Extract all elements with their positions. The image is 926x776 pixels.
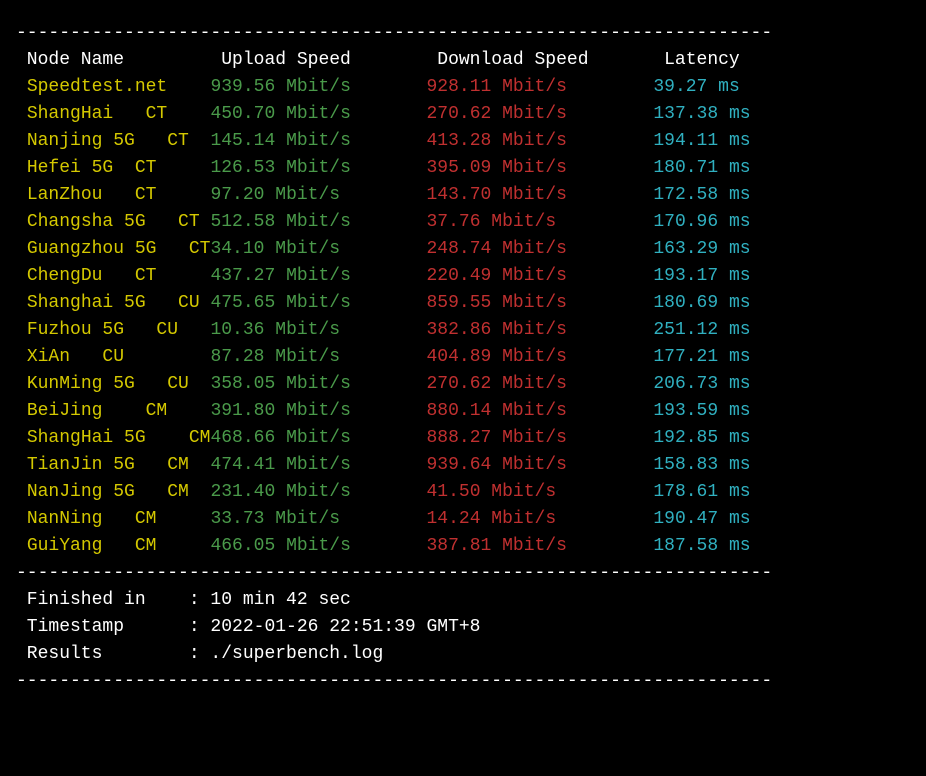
latency: 137.38 ms: [653, 104, 750, 124]
download-speed: 387.81 Mbit/s: [427, 536, 654, 556]
latency: 172.58 ms: [653, 185, 750, 205]
speed-row: KunMing 5G CU 358.05 Mbit/s 270.62 Mbit/…: [16, 374, 751, 394]
latency: 180.71 ms: [653, 158, 750, 178]
speed-row: NanJing 5G CM 231.40 Mbit/s 41.50 Mbit/s…: [16, 482, 751, 502]
upload-speed: 474.41 Mbit/s: [210, 455, 426, 475]
separator-bottom: ----------------------------------------…: [16, 671, 772, 691]
speed-row: Shanghai 5G CU 475.65 Mbit/s 859.55 Mbit…: [16, 293, 751, 313]
speed-row: ChengDu CT 437.27 Mbit/s 220.49 Mbit/s 1…: [16, 266, 751, 286]
speed-row: Fuzhou 5G CU 10.36 Mbit/s 382.86 Mbit/s …: [16, 320, 751, 340]
latency: 170.96 ms: [653, 212, 750, 232]
node-name: Fuzhou 5G CU: [27, 320, 211, 340]
node-name: Guangzhou 5G CT: [27, 239, 211, 259]
node-name: Hefei 5G CT: [27, 158, 211, 178]
latency: 206.73 ms: [653, 374, 750, 394]
upload-speed: 126.53 Mbit/s: [210, 158, 426, 178]
latency: 39.27 ms: [653, 77, 739, 97]
upload-speed: 33.73 Mbit/s: [210, 509, 426, 529]
node-name: LanZhou CT: [27, 185, 211, 205]
latency: 163.29 ms: [653, 239, 750, 259]
speed-row: Speedtest.net 939.56 Mbit/s 928.11 Mbit/…: [16, 77, 740, 97]
footer-timestamp: Timestamp : 2022-01-26 22:51:39 GMT+8: [16, 617, 480, 637]
footer-results: Results : ./superbench.log: [16, 644, 383, 664]
latency: 158.83 ms: [653, 455, 750, 475]
speed-row: GuiYang CM 466.05 Mbit/s 387.81 Mbit/s 1…: [16, 536, 751, 556]
node-name: ShangHai 5G CM: [27, 428, 211, 448]
download-speed: 248.74 Mbit/s: [427, 239, 654, 259]
upload-speed: 87.28 Mbit/s: [210, 347, 426, 367]
speed-row: Changsha 5G CT 512.58 Mbit/s 37.76 Mbit/…: [16, 212, 751, 232]
download-speed: 888.27 Mbit/s: [427, 428, 654, 448]
footer-finished: Finished in : 10 min 42 sec: [16, 590, 351, 610]
upload-speed: 450.70 Mbit/s: [210, 104, 426, 124]
latency: 187.58 ms: [653, 536, 750, 556]
upload-speed: 97.20 Mbit/s: [210, 185, 426, 205]
latency: 190.47 ms: [653, 509, 750, 529]
node-name: NanJing 5G CM: [27, 482, 211, 502]
speed-row: Nanjing 5G CT 145.14 Mbit/s 413.28 Mbit/…: [16, 131, 751, 151]
download-speed: 220.49 Mbit/s: [427, 266, 654, 286]
node-name: ShangHai CT: [27, 104, 211, 124]
latency: 193.59 ms: [653, 401, 750, 421]
download-speed: 859.55 Mbit/s: [427, 293, 654, 313]
speed-row: TianJin 5G CM 474.41 Mbit/s 939.64 Mbit/…: [16, 455, 751, 475]
node-name: Speedtest.net: [27, 77, 211, 97]
download-speed: 404.89 Mbit/s: [427, 347, 654, 367]
separator-top: ----------------------------------------…: [16, 23, 772, 43]
node-name: GuiYang CM: [27, 536, 211, 556]
upload-speed: 145.14 Mbit/s: [210, 131, 426, 151]
download-speed: 395.09 Mbit/s: [427, 158, 654, 178]
latency: 251.12 ms: [653, 320, 750, 340]
node-name: TianJin 5G CM: [27, 455, 211, 475]
upload-speed: 468.66 Mbit/s: [210, 428, 426, 448]
upload-speed: 358.05 Mbit/s: [210, 374, 426, 394]
download-speed: 880.14 Mbit/s: [427, 401, 654, 421]
upload-speed: 512.58 Mbit/s: [210, 212, 426, 232]
node-name: NanNing CM: [27, 509, 211, 529]
download-speed: 270.62 Mbit/s: [427, 104, 654, 124]
download-speed: 270.62 Mbit/s: [427, 374, 654, 394]
latency: 194.11 ms: [653, 131, 750, 151]
download-speed: 382.86 Mbit/s: [427, 320, 654, 340]
latency: 180.69 ms: [653, 293, 750, 313]
header-row: Node Name Upload Speed Download Speed La…: [16, 50, 740, 70]
node-name: XiAn CU: [27, 347, 211, 367]
upload-speed: 34.10 Mbit/s: [210, 239, 426, 259]
speed-row: ShangHai 5G CM468.66 Mbit/s 888.27 Mbit/…: [16, 428, 751, 448]
latency: 192.85 ms: [653, 428, 750, 448]
upload-speed: 466.05 Mbit/s: [210, 536, 426, 556]
speed-row: BeiJing CM 391.80 Mbit/s 880.14 Mbit/s 1…: [16, 401, 751, 421]
node-name: KunMing 5G CU: [27, 374, 211, 394]
download-speed: 928.11 Mbit/s: [427, 77, 654, 97]
download-speed: 14.24 Mbit/s: [427, 509, 654, 529]
download-speed: 143.70 Mbit/s: [427, 185, 654, 205]
download-speed: 41.50 Mbit/s: [427, 482, 654, 502]
latency: 177.21 ms: [653, 347, 750, 367]
upload-speed: 939.56 Mbit/s: [210, 77, 426, 97]
speed-row: LanZhou CT 97.20 Mbit/s 143.70 Mbit/s 17…: [16, 185, 751, 205]
speed-row: Hefei 5G CT 126.53 Mbit/s 395.09 Mbit/s …: [16, 158, 751, 178]
node-name: Nanjing 5G CT: [27, 131, 211, 151]
upload-speed: 475.65 Mbit/s: [210, 293, 426, 313]
node-name: ChengDu CT: [27, 266, 211, 286]
terminal-output: ----------------------------------------…: [16, 20, 910, 695]
upload-speed: 437.27 Mbit/s: [210, 266, 426, 286]
node-name: BeiJing CM: [27, 401, 211, 421]
node-name: Shanghai 5G CU: [27, 293, 211, 313]
upload-speed: 10.36 Mbit/s: [210, 320, 426, 340]
speed-row: ShangHai CT 450.70 Mbit/s 270.62 Mbit/s …: [16, 104, 751, 124]
download-speed: 939.64 Mbit/s: [427, 455, 654, 475]
latency: 193.17 ms: [653, 266, 750, 286]
speed-row: NanNing CM 33.73 Mbit/s 14.24 Mbit/s 190…: [16, 509, 751, 529]
latency: 178.61 ms: [653, 482, 750, 502]
download-speed: 37.76 Mbit/s: [427, 212, 654, 232]
speed-row: XiAn CU 87.28 Mbit/s 404.89 Mbit/s 177.2…: [16, 347, 751, 367]
upload-speed: 391.80 Mbit/s: [210, 401, 426, 421]
download-speed: 413.28 Mbit/s: [427, 131, 654, 151]
speed-row: Guangzhou 5G CT34.10 Mbit/s 248.74 Mbit/…: [16, 239, 751, 259]
node-name: Changsha 5G CT: [27, 212, 211, 232]
upload-speed: 231.40 Mbit/s: [210, 482, 426, 502]
separator-mid: ----------------------------------------…: [16, 563, 772, 583]
